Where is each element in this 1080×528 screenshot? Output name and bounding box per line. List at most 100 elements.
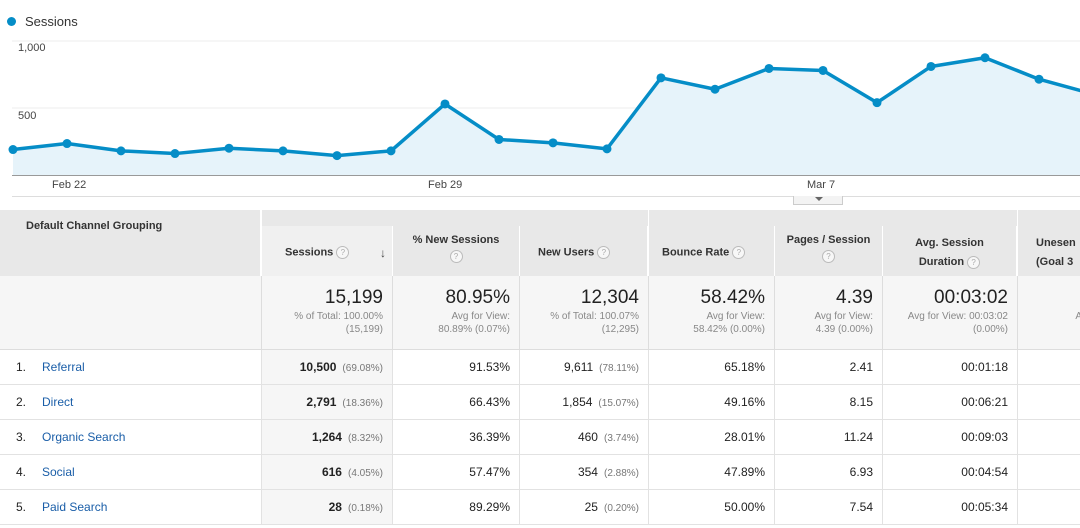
data-point[interactable]: [926, 61, 936, 71]
table-row: 4. Social 616 (4.05%) 57.47% 354 (2.88%) 47.89%…: [0, 455, 1080, 490]
help-icon[interactable]: ?: [449, 250, 463, 263]
data-point[interactable]: [494, 134, 504, 144]
cell-new-users: 354 (2.88%): [519, 455, 648, 489]
channel-link[interactable]: Organic Search: [42, 430, 126, 444]
data-point[interactable]: [548, 138, 558, 148]
row-index: 3.: [16, 430, 27, 444]
cell-new-sessions: 66.43%: [392, 385, 519, 419]
cell-pages: 8.15: [774, 385, 882, 419]
cell-pages: 11.24: [774, 420, 882, 454]
total-avg-duration: 00:03:02 Avg for View: 00:03:02 (0.00%): [882, 276, 1017, 349]
col-header-new-sessions[interactable]: % New Sessions ?: [392, 226, 519, 276]
col-header-label: Unesen (Goal 3: [1036, 237, 1076, 268]
sort-desc-arrow-icon[interactable]: ↓: [380, 246, 386, 260]
data-point[interactable]: [980, 53, 990, 63]
cell-bounce: 50.00%: [648, 490, 774, 524]
y-tick-label: 500: [18, 110, 37, 122]
help-icon[interactable]: ?: [336, 246, 350, 259]
chart-collapse-handle[interactable]: [793, 196, 843, 205]
cell-sessions: 2,791 (18.36%): [261, 385, 392, 419]
col-header-pages-session[interactable]: Pages / Session ?: [774, 226, 882, 276]
data-point[interactable]: [710, 84, 720, 94]
cell-sessions: 28 (0.18%): [261, 490, 392, 524]
col-header-new-users[interactable]: New Users ?: [519, 226, 647, 276]
col-header-label: Avg. Session Duration ?: [915, 237, 984, 269]
row-index: 1.: [16, 360, 27, 374]
channel-link[interactable]: Social: [42, 465, 75, 479]
data-point[interactable]: [764, 63, 774, 73]
sessions-chart: Sessions 1,000 500 Feb 22 Feb 29 Mar 7: [0, 0, 1080, 205]
cell-new-users: 460 (3.74%): [519, 420, 648, 454]
percent-of-total: (0.20%): [603, 503, 639, 514]
x-tick-label: Feb 29: [428, 179, 463, 191]
y-tick-label: 1,000: [18, 42, 46, 54]
series-layer: [8, 53, 1080, 175]
data-point[interactable]: [440, 99, 450, 109]
col-header-avg-duration[interactable]: Avg. Session Duration ?: [882, 226, 1016, 276]
cell-new-users: 1,854 (15.07%): [519, 385, 648, 419]
col-header-label: Pages / Session: [786, 234, 871, 246]
cell-duration: 00:09:03: [882, 420, 1017, 454]
cell-new-sessions: 91.53%: [392, 350, 519, 384]
data-point[interactable]: [278, 146, 288, 156]
cell-new-sessions: 57.47%: [392, 455, 519, 489]
header-group-conversions: [1017, 210, 1080, 226]
percent-of-total: (18.36%): [342, 398, 383, 409]
cell-duration: 00:01:18: [882, 350, 1017, 384]
col-header-goal[interactable]: Unesen (Goal 3: [1017, 226, 1080, 276]
x-tick-label: Feb 22: [52, 179, 87, 191]
cell-pages: 2.41: [774, 350, 882, 384]
cell-sessions: 10,500 (69.08%): [261, 350, 392, 384]
report-table: Default Channel Grouping Sessions ? ↓ % …: [0, 210, 1080, 528]
percent-of-total: (15.07%): [598, 398, 639, 409]
row-index: 5.: [16, 500, 27, 514]
data-point[interactable]: [62, 139, 72, 149]
help-icon[interactable]: ?: [597, 246, 611, 259]
col-header-bounce-rate[interactable]: Bounce Rate ?: [648, 226, 774, 276]
data-point[interactable]: [116, 146, 126, 156]
data-point[interactable]: [818, 65, 828, 75]
total-goal: A: [1017, 276, 1080, 349]
help-icon[interactable]: ?: [822, 250, 835, 263]
table-row: 3. Organic Search 1,264 (8.32%) 36.39% 460 (3.…: [0, 420, 1080, 455]
cell-new-sessions: 36.39%: [392, 420, 519, 454]
data-point[interactable]: [8, 145, 18, 155]
data-point[interactable]: [170, 149, 180, 159]
data-point[interactable]: [656, 73, 666, 83]
cell-sessions: 616 (4.05%): [261, 455, 392, 489]
data-point[interactable]: [224, 143, 234, 153]
cell-bounce: 28.01%: [648, 420, 774, 454]
header-group-acquisition: [261, 210, 648, 226]
total-bounce-rate: 58.42% Avg for View: 58.42% (0.00%): [648, 276, 774, 349]
header-group-behavior: [648, 210, 1017, 226]
data-point[interactable]: [602, 144, 612, 154]
cell-duration: 00:05:34: [882, 490, 1017, 524]
cell-new-users: 9,611 (78.11%): [519, 350, 648, 384]
data-point[interactable]: [1034, 74, 1044, 84]
data-point[interactable]: [332, 151, 342, 161]
help-icon[interactable]: ?: [967, 255, 981, 269]
percent-of-total: (78.11%): [599, 363, 639, 374]
col-header-label: Bounce Rate: [662, 246, 730, 259]
data-point[interactable]: [386, 146, 396, 156]
row-index: 4.: [16, 465, 27, 479]
data-point[interactable]: [872, 98, 882, 108]
cell-bounce: 49.16%: [648, 385, 774, 419]
channel-link[interactable]: Referral: [42, 360, 85, 374]
x-tick-label: Mar 7: [807, 179, 836, 191]
cell-sessions: 1,264 (8.32%): [261, 420, 392, 454]
channel-link[interactable]: Direct: [42, 395, 74, 409]
channel-link[interactable]: Paid Search: [42, 500, 108, 514]
line-plot[interactable]: [0, 0, 1080, 205]
dimension-header: Default Channel Grouping: [26, 220, 163, 232]
cell-goal: [1017, 455, 1080, 489]
legend-label: Sessions: [25, 14, 78, 29]
series-area: [13, 57, 1080, 175]
row-index: 2.: [16, 395, 27, 409]
dimension-header-cell[interactable]: Default Channel Grouping: [0, 210, 260, 276]
col-header-sessions[interactable]: Sessions ? ↓: [261, 226, 392, 276]
total-new-sessions: 80.95% Avg for View: 80.89% (0.07%): [392, 276, 519, 349]
col-header-label: New Users: [538, 246, 595, 259]
chart-legend[interactable]: Sessions: [7, 14, 78, 29]
help-icon[interactable]: ?: [732, 246, 746, 259]
